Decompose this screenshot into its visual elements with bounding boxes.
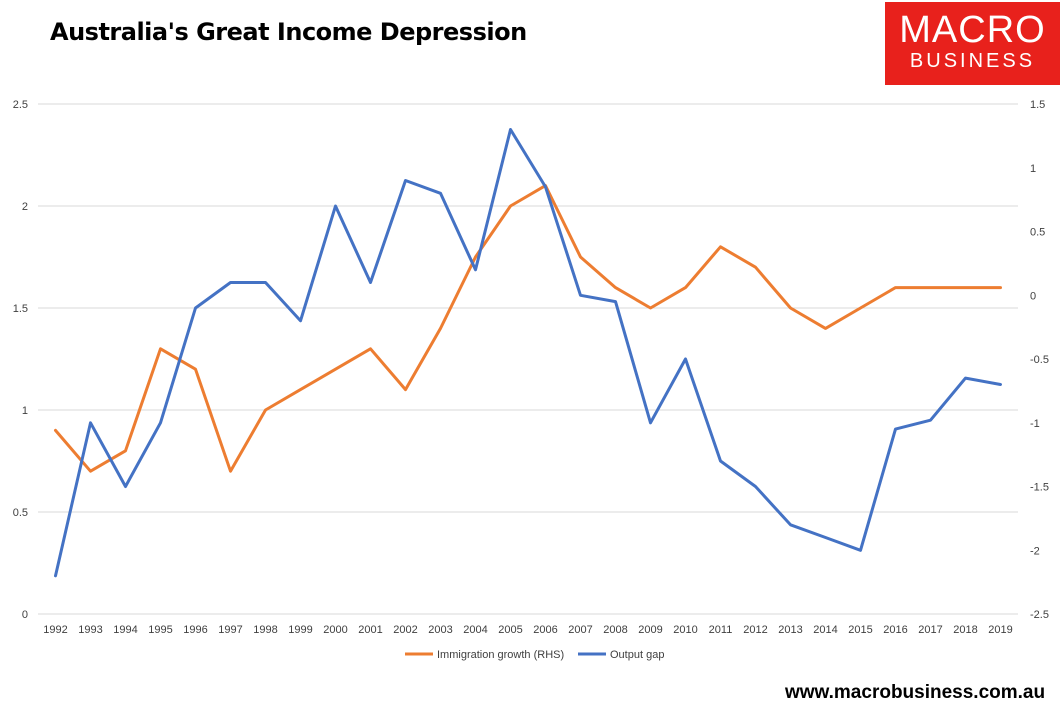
x-tick-label: 2013 bbox=[778, 624, 802, 636]
x-tick-label: 1999 bbox=[288, 624, 312, 636]
x-tick-label: 2014 bbox=[813, 624, 837, 636]
x-tick-label: 2017 bbox=[918, 624, 942, 636]
x-axis-ticks: 1992 1993 1994 1995 1996 1997 1998 1999 2000 2001… bbox=[43, 624, 1012, 636]
x-tick-label: 2004 bbox=[463, 624, 487, 636]
left-tick-label: 0.5 bbox=[13, 507, 28, 519]
right-tick-label: -1 bbox=[1030, 418, 1040, 430]
x-tick-label: 2012 bbox=[743, 624, 767, 636]
x-tick-label: 2003 bbox=[428, 624, 452, 636]
right-tick-label: -1.5 bbox=[1030, 482, 1049, 494]
right-tick-label: 0.5 bbox=[1030, 227, 1045, 239]
right-axis-ticks: -2.5 -2 -1.5 -1 -0.5 0 0.5 1 1.5 bbox=[1030, 99, 1049, 621]
legend-label: Output gap bbox=[610, 649, 664, 661]
x-tick-label: 2001 bbox=[358, 624, 382, 636]
x-tick-label: 2011 bbox=[709, 624, 733, 636]
right-tick-label: 1 bbox=[1030, 163, 1036, 175]
x-tick-label: 1994 bbox=[113, 624, 137, 636]
x-tick-label: 2006 bbox=[533, 624, 557, 636]
x-tick-label: 2000 bbox=[323, 624, 347, 636]
x-tick-label: 1993 bbox=[78, 624, 102, 636]
x-tick-label: 1995 bbox=[148, 624, 172, 636]
x-tick-label: 2007 bbox=[568, 624, 592, 636]
x-tick-label: 2009 bbox=[638, 624, 662, 636]
chart-title: Australia's Great Income Depression bbox=[50, 18, 527, 46]
right-tick-label: 1.5 bbox=[1030, 99, 1045, 111]
logo-line-1: MACRO bbox=[899, 9, 1046, 51]
x-tick-label: 2008 bbox=[603, 624, 627, 636]
x-tick-label: 2015 bbox=[848, 624, 872, 636]
left-tick-label: 1 bbox=[22, 405, 28, 417]
x-tick-label: 1997 bbox=[218, 624, 242, 636]
macrobusiness-logo: MACRO BUSINESS bbox=[885, 2, 1060, 85]
legend-label: Immigration growth (RHS) bbox=[437, 649, 564, 661]
right-tick-label: -2.5 bbox=[1030, 609, 1049, 621]
left-axis-ticks: 0 0.5 1 1.5 2 2.5 bbox=[13, 99, 28, 621]
x-tick-label: 1998 bbox=[253, 624, 277, 636]
left-tick-label: 1.5 bbox=[13, 303, 28, 315]
right-tick-label: -0.5 bbox=[1030, 354, 1049, 366]
legend: Immigration growth (RHS) Output gap bbox=[405, 649, 664, 661]
left-tick-label: 2.5 bbox=[13, 99, 28, 111]
x-tick-label: 2018 bbox=[953, 624, 977, 636]
right-tick-label: 0 bbox=[1030, 290, 1036, 302]
gridlines bbox=[38, 103, 1018, 615]
x-tick-label: 1996 bbox=[183, 624, 207, 636]
x-tick-label: 2016 bbox=[883, 624, 907, 636]
x-tick-label: 2005 bbox=[498, 624, 522, 636]
x-tick-label: 1992 bbox=[43, 624, 67, 636]
right-tick-label: -2 bbox=[1030, 545, 1040, 557]
x-tick-label: 2010 bbox=[673, 624, 697, 636]
x-tick-label: 2002 bbox=[393, 624, 417, 636]
series-lines bbox=[54, 128, 1002, 578]
website-url: www.macrobusiness.com.au bbox=[785, 682, 1046, 703]
series-line-2 bbox=[54, 128, 1002, 578]
left-tick-label: 2 bbox=[22, 201, 28, 213]
series-line-1 bbox=[54, 184, 1002, 473]
x-tick-label: 2019 bbox=[988, 624, 1012, 636]
left-tick-label: 0 bbox=[22, 609, 28, 621]
logo-line-2: BUSINESS bbox=[909, 50, 1036, 72]
